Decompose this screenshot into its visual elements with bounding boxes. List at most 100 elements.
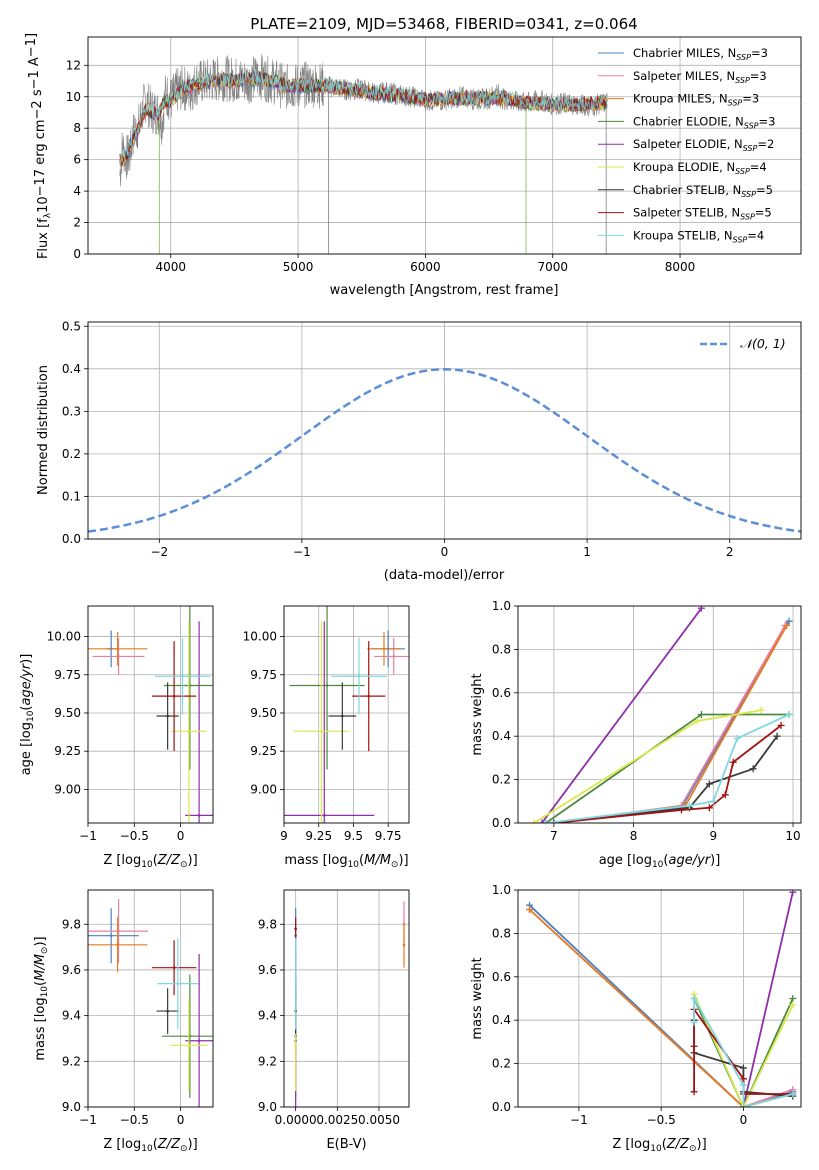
x-axis-label: age [log10(age/yr)] [599,853,721,870]
weight-marker-8 [709,797,717,805]
label-part: age/yr [19,662,34,705]
legend-main: Salpeter ELODIE, N [633,137,743,151]
data-point-3 [325,684,329,687]
x-tick-label: 8 [630,829,638,843]
weight-marker-8 [733,734,741,742]
legend-label: Kroupa MILES, NSSP=3 [633,92,759,108]
x-tick-label: 0.0000 [275,1113,317,1127]
legend-label: Chabrier MILES, NSSP=3 [633,46,768,62]
x-tick-label: 6000 [410,260,441,274]
label-part: ( [19,706,34,711]
legend-label: Kroupa ELODIE, NSSP=4 [633,160,767,176]
y-tick-label: 0.4 [492,1013,511,1027]
grid [87,890,213,1108]
data-point-2 [402,943,406,947]
weight-marker-7 [705,804,713,812]
label-part: Z/Z [666,1137,690,1152]
label-part: ( [33,981,48,986]
legend-tail: =4 [747,228,764,242]
legend-sub: SSP [740,213,755,222]
axes-frame [87,36,802,255]
y-tick-label: 9.25 [54,744,81,758]
axes-frame [517,605,802,824]
legend-label: Salpeter STELIB, NSSP=5 [633,206,772,222]
label-part: 10 [650,1144,662,1154]
y-tick-label: 0.2 [492,773,511,787]
y-tick-label: 9.8 [258,917,277,931]
x-axis-label: mass [log10(M/M⊙)] [284,853,408,870]
label-part: Z [log [103,853,141,868]
y-tick-label: 9.25 [250,744,277,758]
grid [87,606,213,823]
legend-sub: SSP [735,167,750,176]
panel-spectrum: 4000 5000 6000 7000 8000 0 2 4 6 8 10 12 Chabrier MI… [24,33,802,298]
axes-frame [87,889,214,1108]
weight-marker-7 [677,806,685,814]
y-tick-label: 8 [73,121,81,135]
weight-line-4 [541,607,703,823]
y-axis-label: age [log10(age/yr)] [19,654,36,776]
x-tick-label: 1 [583,545,591,559]
legend-sub: SSP [736,53,751,62]
y-tick-label: 9.75 [54,668,81,682]
model-line-6 [119,70,608,167]
y-tick-label: 10 [66,90,81,104]
x-tick-label: −1 [293,545,311,559]
label-part: Z [log [612,1137,650,1152]
x-tick-label: 0.0050 [358,1113,400,1127]
weight-marker-6 [749,765,757,773]
y-axis-label: mass weight [470,957,485,1039]
legend-sub: SSP [735,76,750,85]
y-tick-label: 9.6 [258,963,277,977]
data-point-8 [181,674,184,678]
x-tick-label: 0 [177,1113,185,1127]
y-tick-label: 1.0 [492,599,511,613]
y-tick-label: 0.4 [492,729,511,743]
y-tick-label: 9.6 [62,963,81,977]
panel-residuals: −2 −1 0 1 2 0.0 0.1 0.2 0.3 0.4 0.5 𝒩(0, 1) (data-mo… [36,319,802,583]
weight-marker-7 [729,758,737,766]
x-tick-label: 9.5 [344,829,363,843]
data-point-7 [294,927,297,931]
label-part: ⊙ [689,1144,697,1154]
label-part: )] [188,1137,198,1152]
panel-age-vs-mass: 9 9.25 9.5 9.75 9.00 9.25 9.50 9.75 10.00 mass [l… [243,605,410,870]
weight-marker-8 [690,995,698,1002]
legend-tail: =3 [750,69,767,83]
weight-marker-6 [773,732,781,740]
y-tick-label: 0.3 [62,404,81,418]
x-tick-label: 0.0025 [316,1113,358,1127]
grid [88,322,801,540]
label-part: Flux [f [36,218,51,259]
weight-marker-5 [789,1001,797,1009]
legend-tail: =5 [755,206,772,220]
label-part: Z [log [103,1137,141,1152]
y-tick-label: 0.0 [62,532,81,546]
weight-marker-3 [789,995,797,1002]
weight-marker-8 [542,819,550,823]
y-tick-label: 9.75 [250,668,277,682]
y-tick-label: 9.2 [258,1054,277,1068]
label-part: 10 [26,710,36,722]
data-point-0 [109,934,113,937]
x-tick-label: −1 [79,829,97,843]
legend-tail: =5 [756,183,773,197]
label-part: )] [398,853,408,868]
y-tick-label: 9.2 [62,1054,81,1068]
legend-label: Chabrier ELODIE, NSSP=3 [633,114,775,130]
label-part: ⊙ [180,860,188,870]
label-part: erg cm [33,119,48,168]
grid [283,606,409,823]
weight-marker-7 [739,1075,747,1083]
y-tick-label: 0 [73,247,81,261]
label-part: ] [24,33,39,38]
panel-mass-vs-Z: −1 −0.5 09.09.29.49.69.8Z [log10(Z/Z⊙)]mas… [33,889,214,1154]
legend-tail: =3 [742,92,759,106]
data-point-4 [197,814,201,817]
x-tick-label: 7000 [537,260,568,274]
label-part: 10 [348,860,360,870]
label-part: age [log [19,722,34,775]
